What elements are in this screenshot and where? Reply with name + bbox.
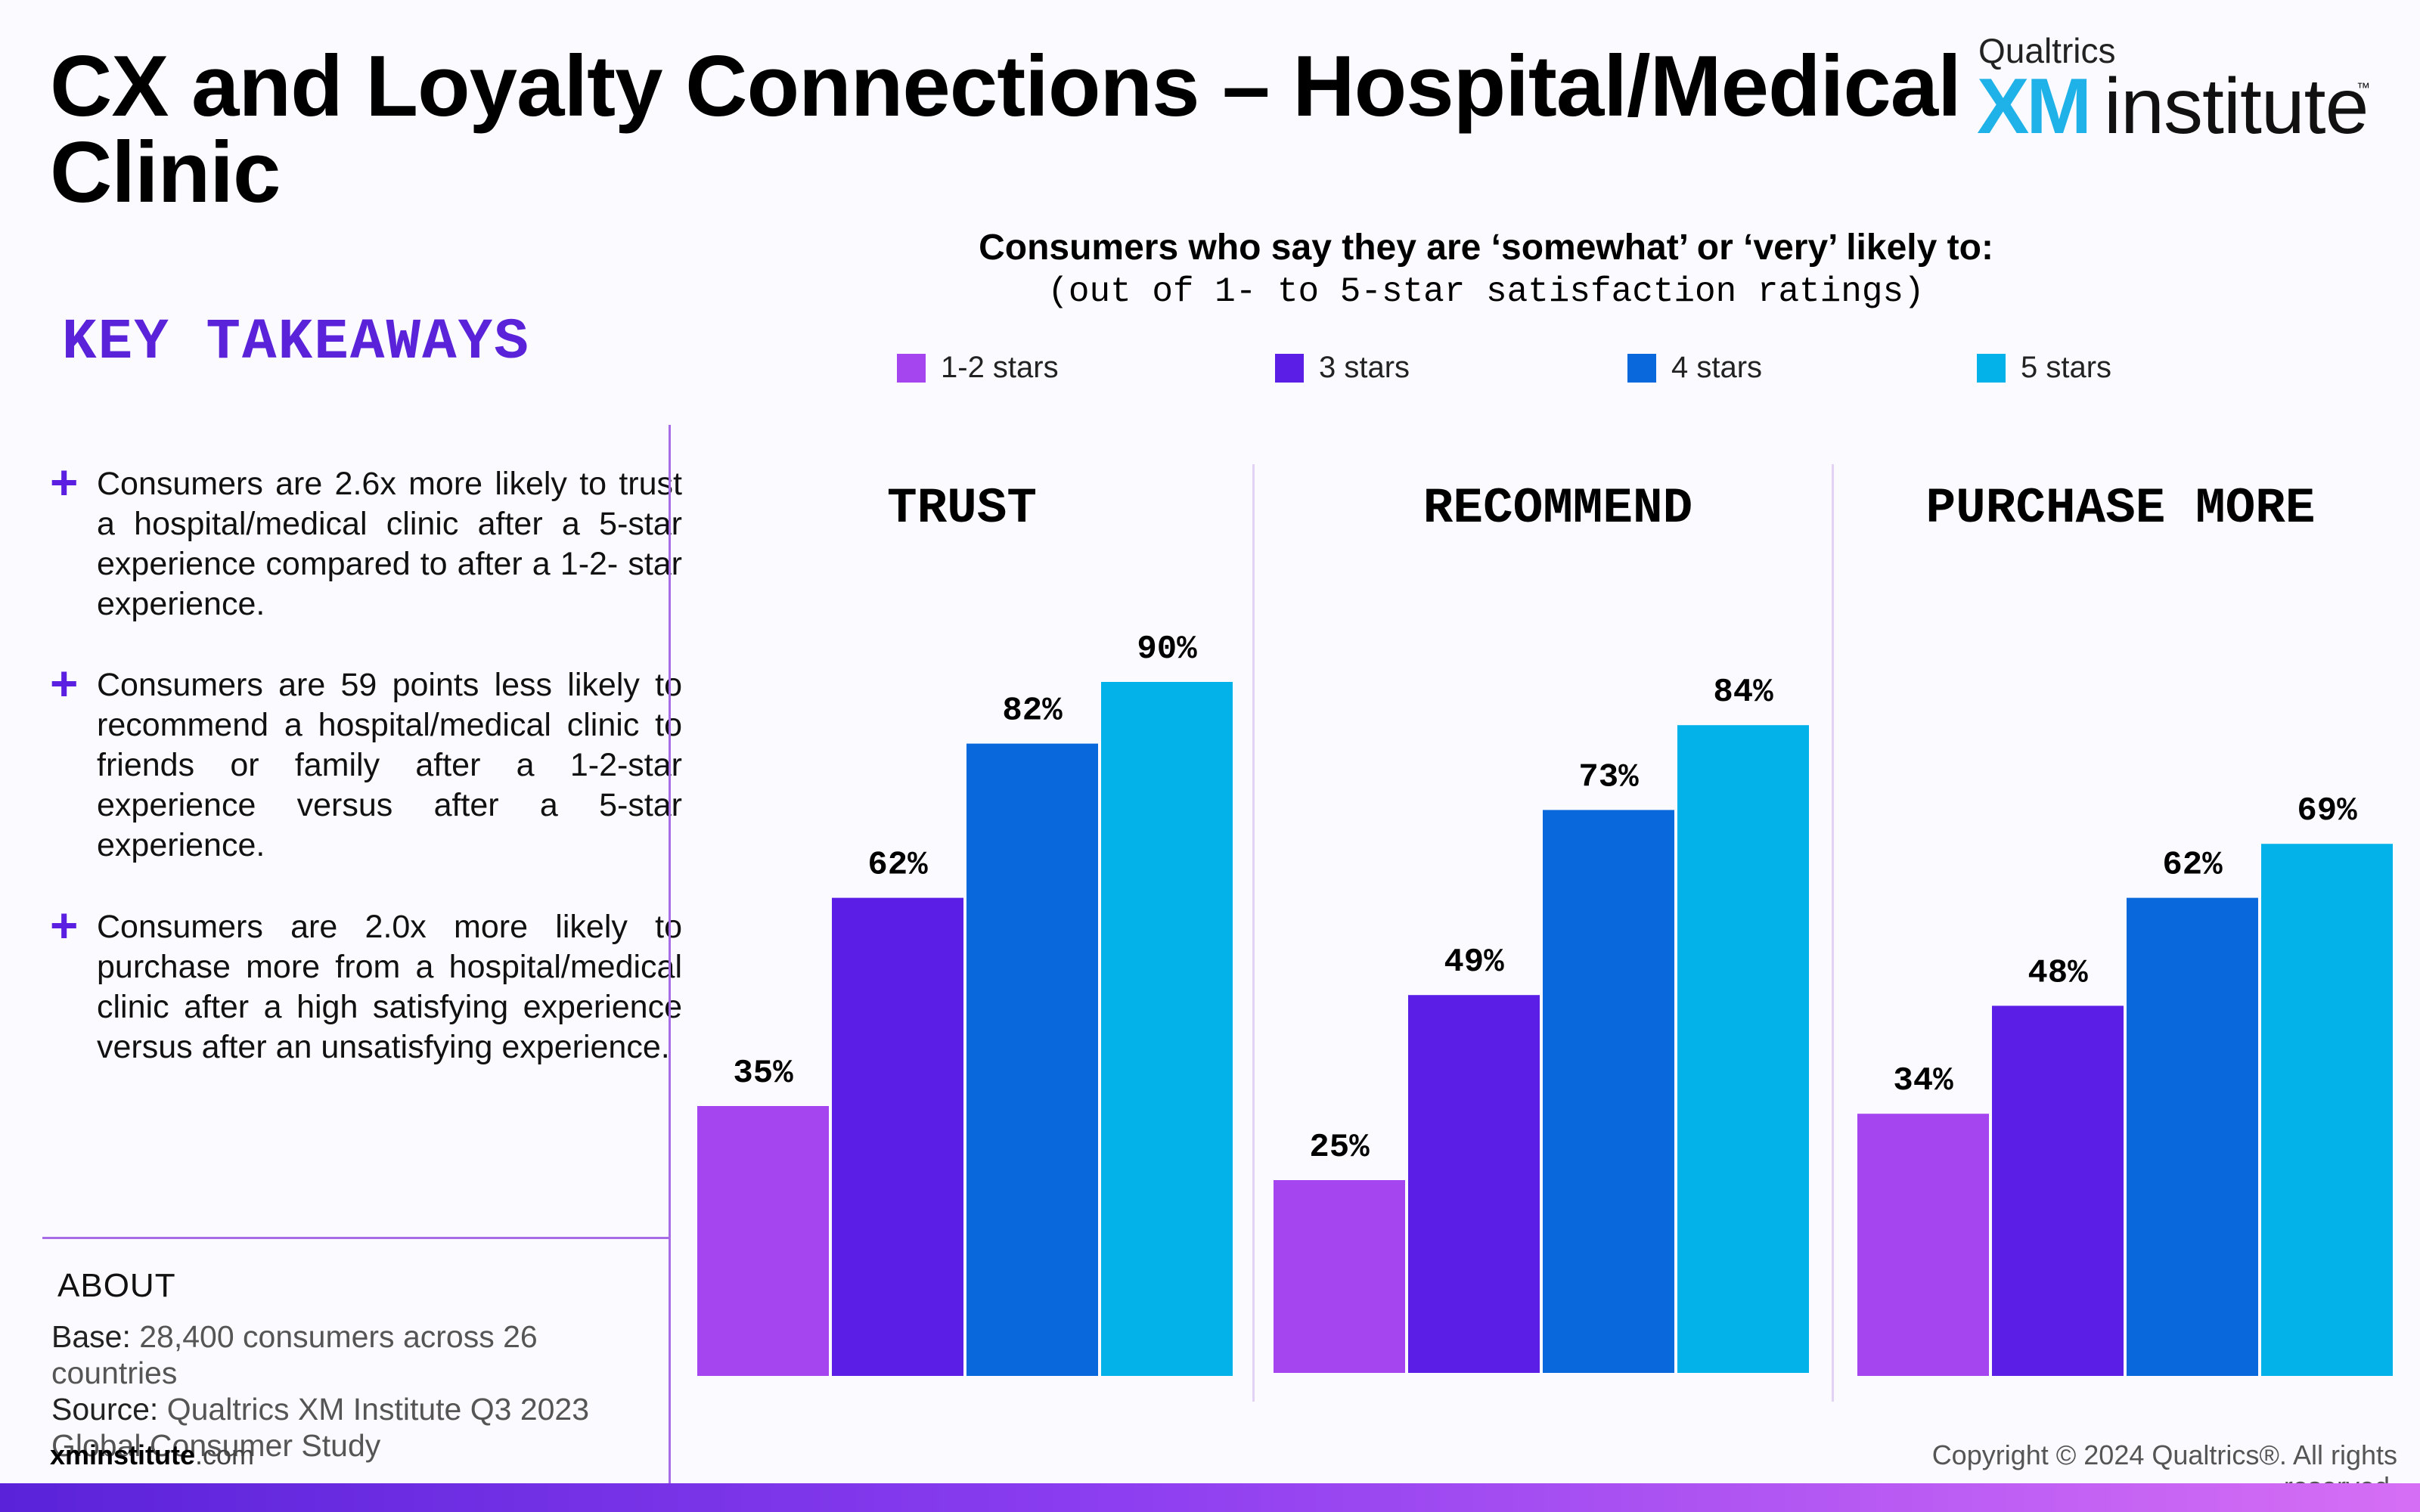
bottom-gradient-bar — [0, 1483, 2420, 1512]
about-text: Base: 28,400 consumers across 26 countri… — [51, 1318, 664, 1464]
legend-swatch — [1977, 354, 2006, 383]
base-text: 28,400 consumers across 26 countries — [51, 1319, 538, 1390]
about-heading: ABOUT — [57, 1267, 176, 1304]
bar-value-label: 25% — [1309, 1129, 1370, 1167]
chart-title: Consumers who say they are ‘somewhat’ or… — [979, 228, 1993, 268]
legend-label: 5 stars — [2021, 351, 2112, 384]
bar — [1992, 1005, 2124, 1376]
bar — [1101, 682, 1233, 1376]
horizontal-divider — [42, 1237, 670, 1239]
logo-wordmark: institute — [2104, 63, 2369, 150]
bar-value-label: 35% — [733, 1055, 793, 1092]
xm-institute-logo: Qualtrics XM institute ™ — [1977, 30, 2370, 148]
logo-brand: Qualtrics — [1978, 31, 2116, 70]
takeaway-text: Consumers are 59 points less likely to r… — [97, 667, 682, 863]
site-rest: .com — [195, 1439, 255, 1470]
bar — [966, 743, 1098, 1376]
bar — [1408, 995, 1540, 1373]
bar-value-label: 69% — [2297, 792, 2357, 830]
takeaway-text: Consumers are 2.0x more likely to purcha… — [97, 909, 682, 1065]
source-text: Qualtrics XM Institute Q3 2023 Global Co… — [51, 1392, 590, 1463]
bar-value-label: 84% — [1713, 674, 1773, 711]
bar-value-label: 49% — [1444, 943, 1504, 981]
bar-value-label: 34% — [1893, 1062, 1953, 1100]
legend-label: 3 stars — [1319, 351, 1410, 384]
takeaway-text: Consumers are 2.6x more likely to trust … — [97, 466, 682, 622]
site-link[interactable]: xminstitute.com — [50, 1439, 254, 1471]
bar-value-label: 73% — [1578, 758, 1639, 796]
panel-separator — [1832, 464, 1834, 1402]
bar — [1857, 1114, 1989, 1376]
logo-xm-mark: XM — [1977, 63, 2092, 150]
legend-label: 1-2 stars — [941, 351, 1059, 384]
bar — [2261, 844, 2393, 1376]
site-bold: xminstitute — [50, 1439, 196, 1470]
legend-swatch — [1275, 354, 1304, 383]
legend-swatch — [897, 354, 926, 383]
chart-subtitle: (out of 1- to 5-star satisfaction rating… — [1047, 272, 1925, 311]
bar-value-label: 62% — [867, 847, 928, 885]
bar-value-label: 62% — [2162, 847, 2223, 885]
panel-title: TRUST — [887, 480, 1037, 537]
legend-swatch — [1627, 354, 1656, 383]
panel-separator — [1252, 464, 1255, 1402]
bar — [697, 1106, 829, 1376]
source-label: Source: — [51, 1392, 159, 1427]
logo-trademark: ™ — [2356, 80, 2370, 95]
plus-icon: + — [50, 898, 79, 953]
bar — [1677, 725, 1809, 1373]
bar — [1543, 810, 1674, 1373]
bar — [1274, 1180, 1405, 1373]
base-label: Base: — [51, 1319, 131, 1354]
plus-icon: + — [50, 455, 79, 510]
bar-value-label: 90% — [1137, 631, 1197, 668]
bar-value-label: 48% — [2028, 954, 2088, 992]
legend-label: 4 stars — [1671, 351, 1763, 384]
page-title: CX and Loyalty Connections – Hospital/Me… — [50, 39, 1962, 221]
panel-title: RECOMMEND — [1423, 480, 1692, 537]
bar-value-label: 82% — [1002, 692, 1063, 730]
bar — [2127, 897, 2258, 1376]
plus-icon: + — [50, 656, 79, 711]
vertical-divider — [669, 425, 671, 1483]
panel-title: PURCHASE MORE — [1926, 480, 2316, 537]
key-takeaways-heading: KEY TAKEAWAYS — [62, 310, 530, 375]
bar — [832, 897, 963, 1376]
